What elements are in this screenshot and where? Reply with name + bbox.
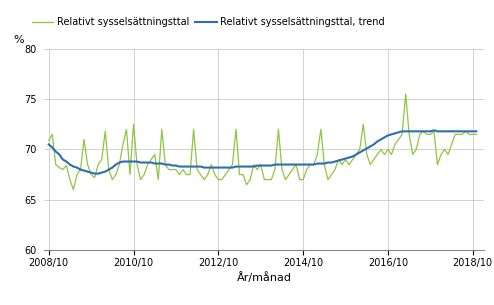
Relativt sysselsättningsttal bbox=[403, 92, 409, 96]
Relativt sysselsättningsttal bbox=[71, 188, 77, 192]
Relativt sysselsättningsttal bbox=[449, 143, 454, 146]
Relativt sysselsättningsttal bbox=[46, 138, 52, 142]
Legend: Relativt sysselsättningsttal, Relativt sysselsättningsttal, trend: Relativt sysselsättningsttal, Relativt s… bbox=[32, 17, 385, 27]
Relativt sysselsättningsttal, trend bbox=[283, 163, 288, 167]
Relativt sysselsättningsttal, trend bbox=[466, 130, 472, 133]
X-axis label: År/månad: År/månad bbox=[237, 272, 292, 283]
Line: Relativt sysselsättningsttal: Relativt sysselsättningsttal bbox=[49, 94, 476, 190]
Relativt sysselsättningsttal, trend bbox=[473, 130, 479, 133]
Relativt sysselsättningsttal, trend bbox=[46, 143, 52, 146]
Relativt sysselsättningsttal, trend bbox=[92, 172, 98, 175]
Relativt sysselsättningsttal bbox=[148, 158, 154, 161]
Relativt sysselsättningsttal bbox=[283, 178, 288, 181]
Relativt sysselsättningsttal bbox=[473, 133, 479, 136]
Relativt sysselsättningsttal, trend bbox=[431, 128, 437, 132]
Relativt sysselsättningsttal, trend bbox=[187, 165, 193, 168]
Text: %: % bbox=[14, 35, 24, 45]
Line: Relativt sysselsättningsttal, trend: Relativt sysselsättningsttal, trend bbox=[49, 130, 476, 174]
Relativt sysselsättningsttal, trend bbox=[322, 162, 328, 165]
Relativt sysselsättningsttal, trend bbox=[148, 161, 154, 164]
Relativt sysselsättningsttal bbox=[466, 133, 472, 136]
Relativt sysselsättningsttal, trend bbox=[449, 130, 454, 133]
Relativt sysselsättningsttal bbox=[187, 173, 193, 177]
Relativt sysselsättningsttal bbox=[322, 163, 328, 167]
